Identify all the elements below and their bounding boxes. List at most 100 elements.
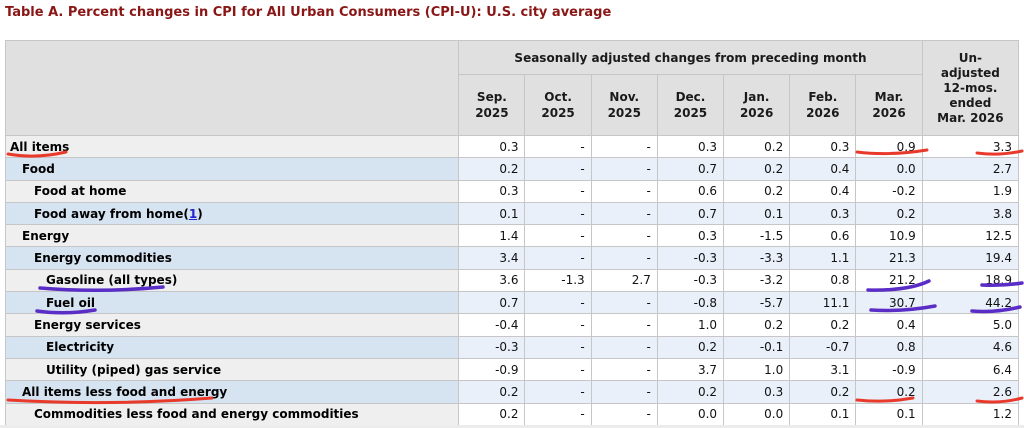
unadjusted-header-line: Mar. 2026 [937,110,1004,125]
value-cell: -1.5 [723,224,791,248]
table-row: Food away from home(1) 0.1- -0.7 0.1 0.3 0.2… [4,201,1020,226]
month-year: 2026 [872,106,906,120]
value-cell: 0.2 [656,380,725,404]
month-column-header: Sep. 2025 [458,74,526,136]
value-cell: -3.3 [723,246,791,270]
value-cell: 1.0 [723,357,791,382]
value-cell: 10.9 [855,224,923,248]
value-cell: - [590,201,658,226]
value-cell: 5.0 [921,313,1020,337]
value-cell: 3.8 [921,201,1020,226]
value-cell: 0.4 [789,157,857,181]
value-cell: 0.1 [855,402,923,426]
value-cell: 0.7 [458,291,526,315]
value-cell: 1.1 [789,246,857,270]
month-column-header: Dec. 2025 [656,74,725,136]
unadjusted-header-line: ended [949,95,992,110]
item-column-header [4,40,460,136]
value-cell: -0.3 [656,246,725,270]
value-cell: - [590,179,658,203]
table-row: Food at home() 0.3--0.60.20.4-0.21.9 [4,179,1020,203]
month-year: 2026 [739,106,774,120]
month-column-header: Jan. 2026 [723,74,791,136]
value-cell: - [524,380,592,404]
value-cell: 3.6 [458,268,526,293]
row-label-cell: Energy services() [4,313,460,337]
table-body: All items() 0.3--0.30.20.30.93.3 Food() … [4,134,1020,426]
month-name: Oct. [544,90,572,104]
table-header: Seasonally adjusted changes from precedi… [4,40,1020,136]
value-cell: - [590,335,658,359]
value-cell: 0.6 [789,224,857,248]
value-cell: -0.2 [855,179,923,203]
row-label: Gasoline (all types) [46,273,178,288]
row-label: Food [22,161,55,176]
month-header-row: Sep. 2025 Oct. 2025 Nov. 2025 Dec. 2025 … [6,74,1019,136]
row-label: Utility (piped) gas service [46,362,222,377]
unadjusted-column-header: Un- adjusted 12-mos. ended Mar. 2026 [921,40,1020,136]
value-cell: 1.4 [458,224,526,248]
row-label-cell: Electricity() [4,335,460,359]
row-label: Food at home [34,184,127,199]
row-label: Electricity [46,340,115,355]
table-row: Energy commodities() 3.4---0.3-3.31.121.… [4,246,1020,270]
month-name: Feb. [808,90,838,104]
row-footnote: (1) [183,206,203,221]
page-bottom-strip [0,425,1024,428]
value-cell: 0.4 [789,179,857,203]
table-row: Electricity() -0.3--0.2-0.1-0.70.84.6 [4,335,1020,359]
value-cell: - [524,335,592,359]
month-column-header: Mar. 2026 [855,74,923,136]
row-label-cell: Food() [4,157,460,181]
value-cell: 0.3 [789,201,857,226]
value-cell: 0.1 [458,201,526,226]
value-cell: 0.3 [458,179,526,203]
value-cell: 4.6 [921,335,1020,359]
value-cell: - [524,179,592,203]
row-label: Energy services [34,318,141,333]
value-cell: 0.9 [855,134,923,159]
value-cell: - [524,402,592,426]
value-cell: 0.2 [458,157,526,181]
value-cell: - [590,246,658,270]
value-cell: 0.4 [855,313,923,337]
row-label-cell: Food at home() [4,179,460,203]
value-cell: 1.2 [921,402,1020,426]
footnote-link[interactable]: 1 [188,206,198,221]
value-cell: 18.9 [921,268,1020,293]
value-cell: 3.4 [458,246,526,270]
value-cell: 21.2 [855,268,923,293]
table-row: Food() 0.2--0.70.20.40.02.7 [4,157,1020,181]
value-cell: 0.2 [855,380,923,404]
row-label: All items [10,139,70,154]
table-row: Gasoline (all types)() 3.6-1.32.7-0.3-3.… [4,268,1020,293]
value-cell: -5.7 [723,291,791,315]
value-cell: -0.9 [458,357,526,382]
value-cell: -0.3 [458,335,526,359]
value-cell: 1.0 [656,313,725,337]
value-cell: 0.2 [723,179,791,203]
value-cell: 0.2 [458,402,526,426]
value-cell: - [590,313,658,337]
value-cell: 0.2 [789,313,857,337]
value-cell: 0.1 [723,201,791,226]
row-label: Commodities less food and energy commodi… [34,407,359,422]
month-name: Nov. [609,90,640,104]
value-cell: - [524,357,592,382]
month-year: 2026 [806,106,840,120]
table-title: Table A. Percent changes in CPI for All … [5,5,612,20]
value-cell: 3.3 [921,134,1020,159]
row-label: All items less food and energy [22,384,228,399]
value-cell: -3.2 [723,268,791,293]
month-year: 2025 [475,106,509,120]
value-cell: - [524,246,592,270]
value-cell: - [524,134,592,159]
row-label: Fuel oil [46,295,96,310]
value-cell: - [590,224,658,248]
seasonally-adjusted-group-header: Seasonally adjusted changes from precedi… [458,40,923,75]
value-cell: - [524,224,592,248]
value-cell: 0.1 [789,402,857,426]
row-label-cell: Energy commodities() [4,246,460,270]
table-row: Energy() 1.4--0.3-1.50.610.912.5 [4,224,1020,248]
